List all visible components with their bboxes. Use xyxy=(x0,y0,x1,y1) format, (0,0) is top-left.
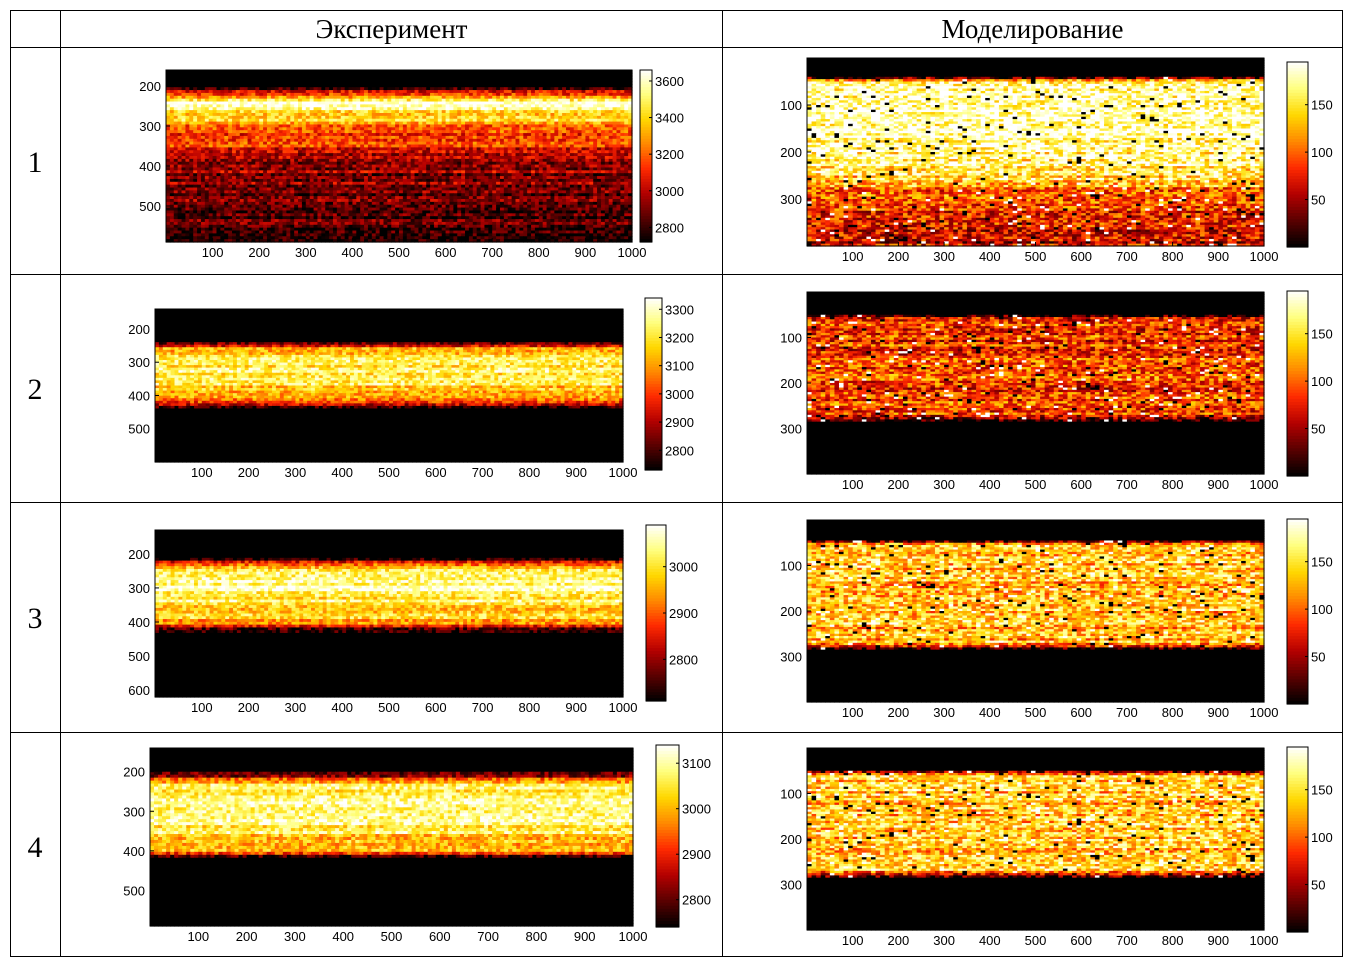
header-experiment: Эксперимент xyxy=(61,16,722,43)
table-border-col2 xyxy=(722,10,723,957)
table-border-row2 xyxy=(10,502,1343,503)
row-label-3: 3 xyxy=(5,604,65,634)
header-modeling: Моделирование xyxy=(723,16,1342,43)
row-label-1: 1 xyxy=(5,148,65,178)
table-border-row1 xyxy=(10,274,1343,275)
table-border-row3 xyxy=(10,732,1343,733)
table-border-header xyxy=(10,47,1343,48)
table-border-top xyxy=(10,10,1343,11)
row-label-2: 2 xyxy=(5,375,65,405)
table-border-bottom xyxy=(10,956,1343,957)
row-label-4: 4 xyxy=(5,833,65,863)
table-border-right xyxy=(1342,10,1343,957)
